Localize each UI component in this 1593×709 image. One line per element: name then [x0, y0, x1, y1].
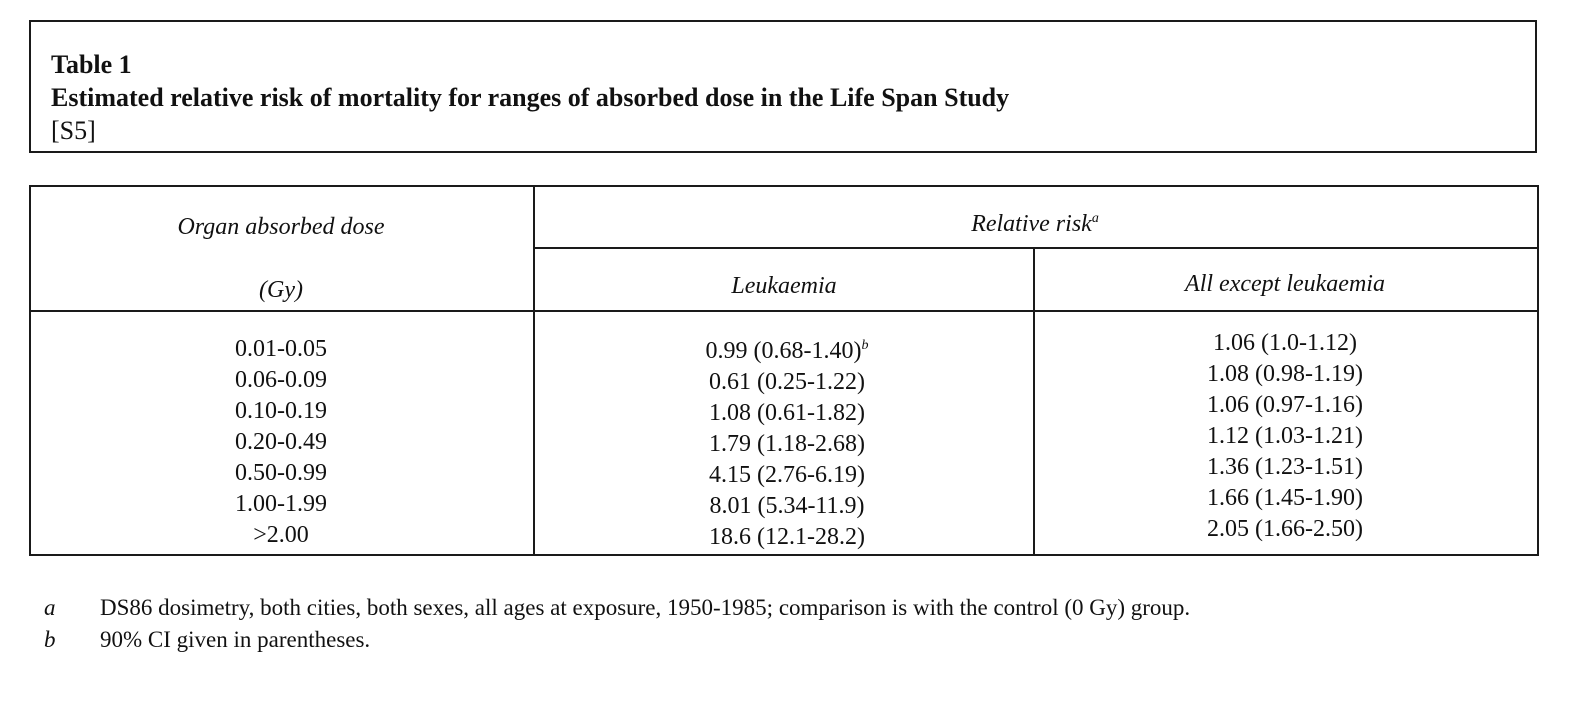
all-except-risk-cell: 1.06 (1.0-1.12) [1213, 330, 1357, 356]
table-label: Table 1 [51, 50, 132, 79]
dose-range-cell: 0.50-0.99 [235, 460, 327, 486]
table-reference: [S5] [51, 116, 96, 145]
leukaemia-risk-cell: 18.6 (12.1-28.2) [706, 522, 869, 553]
all-except-risk-cell: 1.08 (0.98-1.19) [1207, 361, 1363, 387]
all-except-risk-cell: 1.06 (0.97-1.16) [1207, 392, 1363, 418]
column-divider-leukaemia [1033, 249, 1035, 554]
footnote: b 90% CI given in parentheses. [44, 624, 1190, 656]
leukaemia-risk-cell: 8.01 (5.34-11.9) [706, 491, 869, 522]
header-relative-risk: Relative riska [971, 211, 1099, 238]
leukaemia-risk-cell: 4.15 (2.76-6.19) [706, 460, 869, 491]
header-bottom-rule [31, 310, 1537, 312]
footnote-mark-b: b [861, 338, 869, 353]
relative-risk-table: Organ absorbed dose (Gy) Relative riska … [29, 185, 1539, 556]
table-title: Table 1 Estimated relative risk of morta… [51, 48, 1009, 147]
all-except-column: 1.06 (1.0-1.12) 1.08 (0.98-1.19) 1.06 (0.9… [1207, 328, 1363, 545]
all-except-risk-cell: 1.36 (1.23-1.51) [1207, 454, 1363, 480]
dose-range-cell: 0.20-0.49 [235, 429, 327, 455]
header-relative-risk-label: Relative risk [971, 211, 1092, 237]
all-except-risk-cell: 1.12 (1.03-1.21) [1207, 423, 1363, 449]
dose-range-cell: >2.00 [253, 522, 309, 548]
leukaemia-risk-cell: 0.99 (0.68-1.40)b [706, 330, 869, 367]
footnotes: a DS86 dosimetry, both cities, both sexes… [44, 592, 1190, 656]
leukaemia-column: 0.99 (0.68-1.40)b 0.61 (0.25-1.22) 1.08 (0… [706, 330, 869, 553]
footnote-marker: b [44, 627, 56, 652]
header-gy-unit: (Gy) [259, 277, 303, 303]
all-except-risk-cell: 2.05 (1.66-2.50) [1207, 516, 1363, 542]
leukaemia-risk-value: 4.15 (2.76-6.19) [709, 462, 865, 488]
header-subdivider [533, 247, 1537, 249]
header-organ-dose: Organ absorbed dose [177, 214, 385, 240]
leukaemia-risk-cell: 1.79 (1.18-2.68) [706, 429, 869, 460]
dose-range-cell: 0.01-0.05 [235, 336, 327, 362]
header-leukaemia: Leukaemia [731, 273, 837, 299]
dose-range-cell: 0.10-0.19 [235, 398, 327, 424]
leukaemia-risk-value: 1.08 (0.61-1.82) [709, 400, 865, 426]
column-divider-dose [533, 187, 535, 554]
footnote-marker: a [44, 595, 56, 620]
leukaemia-risk-value: 8.01 (5.34-11.9) [709, 493, 865, 519]
leukaemia-risk-value: 0.99 (0.68-1.40) [705, 338, 862, 364]
leukaemia-risk-value: 0.61 (0.25-1.22) [709, 369, 865, 395]
header-all-except-leukaemia: All except leukaemia [1185, 271, 1385, 297]
dose-range-cell: 1.00-1.99 [235, 491, 327, 517]
dose-column: 0.01-0.05 0.06-0.09 0.10-0.19 0.20-0.49 0.50… [235, 334, 327, 551]
leukaemia-risk-cell: 0.61 (0.25-1.22) [706, 367, 869, 398]
footnote-mark-a: a [1091, 211, 1099, 226]
table-caption: Estimated relative risk of mortality for… [51, 83, 1010, 112]
leukaemia-risk-value: 1.79 (1.18-2.68) [709, 431, 865, 457]
dose-range-cell: 0.06-0.09 [235, 367, 327, 393]
leukaemia-risk-cell: 1.08 (0.61-1.82) [706, 398, 869, 429]
leukaemia-risk-value: 18.6 (12.1-28.2) [709, 524, 865, 550]
all-except-risk-cell: 1.66 (1.45-1.90) [1207, 485, 1363, 511]
table-title-box: Table 1 Estimated relative risk of morta… [29, 20, 1537, 153]
footnote-text: 90% CI given in parentheses. [100, 627, 371, 652]
footnote-text: DS86 dosimetry, both cities, both sexes,… [100, 595, 1191, 620]
footnote: a DS86 dosimetry, both cities, both sexes… [44, 592, 1190, 624]
